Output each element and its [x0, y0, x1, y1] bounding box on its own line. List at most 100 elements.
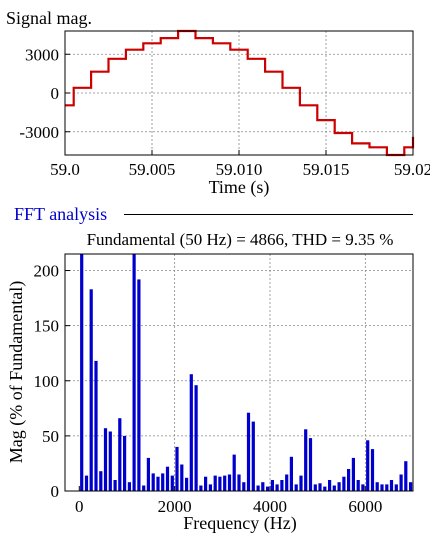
fft-bar-24 — [194, 385, 198, 491]
fft-bar-42 — [280, 480, 284, 491]
signal-ylabel: Signal mag. — [6, 8, 92, 28]
fft-bar-62 — [375, 482, 379, 491]
fft-bar-68 — [404, 461, 408, 491]
fft-plot-area — [65, 254, 413, 491]
fft-bar-39 — [266, 486, 270, 491]
fft-bar-6 — [108, 431, 112, 491]
fft-xtick-label-1: 2000 — [158, 497, 192, 516]
fft-bar-9 — [123, 435, 127, 491]
fft-xlabel: Frequency (Hz) — [183, 513, 296, 534]
signal-series-line — [65, 29, 415, 157]
fft-ytick-label-0: 0 — [51, 482, 60, 501]
signal-xtick-label-0: 59.0 — [50, 160, 80, 179]
fft-bar-5 — [103, 428, 108, 491]
fft-bar-54 — [337, 482, 341, 491]
fft-x-ticks: 0 2000 4000 6000 — [75, 486, 382, 516]
fft-bar-56 — [347, 469, 351, 491]
fft-bar-14 — [146, 457, 150, 491]
fft-bar-26 — [204, 476, 208, 491]
fft-bar-63 — [380, 484, 384, 491]
fft-bar-40 — [270, 480, 274, 491]
fft-bar-8 — [118, 418, 122, 491]
signal-y-ticks: 3000 0 -3000 — [19, 45, 70, 142]
fft-ylabel: Mag (% of Fundamental) — [6, 281, 27, 463]
signal-xtick-label-1: 59.005 — [129, 160, 176, 179]
fft-bar-12 — [137, 279, 141, 491]
fft-bar-44 — [289, 456, 293, 491]
fft-xtick-label-2: 4000 — [253, 497, 287, 516]
fft-bar-18 — [165, 466, 170, 491]
fft-bar-23 — [189, 374, 193, 491]
signal-ytick-label-0: 3000 — [25, 45, 59, 64]
fft-bar-15 — [151, 473, 155, 491]
fft-bar-19 — [170, 475, 174, 491]
fft-bar-3 — [94, 360, 98, 491]
fft-bar-65 — [389, 480, 394, 491]
fft-bar-57 — [351, 457, 355, 491]
fft-ytick-label-2: 100 — [34, 372, 60, 391]
fft-bar-67 — [399, 474, 403, 491]
fft-bar-43 — [285, 474, 289, 491]
fft-bar-17 — [161, 473, 165, 491]
fft-bar-22 — [185, 477, 189, 491]
fft-bar-61 — [370, 449, 375, 491]
fft-bar-41 — [275, 484, 279, 491]
fft-bar-21 — [180, 464, 184, 491]
signal-xtick-label-2: 59.010 — [216, 160, 263, 179]
fft-xtick-label-3: 6000 — [348, 497, 382, 516]
fft-gridlines — [65, 254, 413, 491]
signal-x-ticks: 59.0 59.005 59.010 59.015 59.02 — [50, 150, 430, 179]
fft-bar-29 — [218, 476, 222, 491]
fft-bar-31 — [227, 474, 232, 491]
fft-bar-2 — [89, 289, 93, 491]
fft-bar-34 — [242, 482, 246, 491]
fft-bar-55 — [342, 476, 346, 491]
fft-bar-20 — [175, 446, 179, 491]
fft-bar-47 — [304, 429, 308, 491]
fft-axes-frame — [64, 253, 414, 492]
fft-bar-35 — [246, 412, 251, 491]
fft-y-ticks: 0 50 100 150 200 — [34, 262, 70, 501]
fft-bar-7 — [113, 480, 117, 491]
fft-xtick-label-0: 0 — [75, 497, 84, 516]
fft-bar-49 — [313, 484, 317, 491]
fft-bar-59 — [361, 484, 365, 491]
fft-bar-52 — [328, 480, 332, 491]
fft-title: Fundamental (50 Hz) = 4866, THD = 9.35 % — [87, 230, 394, 249]
fft-bar-50 — [318, 483, 322, 491]
fft-bar-27 — [208, 484, 212, 491]
signal-xlabel: Time (s) — [209, 177, 270, 198]
fft-bar-11 — [132, 254, 136, 491]
fft-bar-36 — [251, 421, 255, 491]
signal-xtick-label-4: 59.02 — [394, 160, 430, 179]
fft-bar-51 — [323, 486, 327, 491]
fft-bar-16 — [156, 476, 160, 491]
signal-ytick-label-2: -3000 — [19, 123, 59, 142]
fft-ytick-label-3: 150 — [34, 317, 60, 336]
fft-bar-58 — [356, 480, 360, 491]
fft-bar-33 — [237, 474, 241, 491]
fft-bar-69 — [409, 482, 413, 491]
fft-bar-46 — [299, 475, 303, 491]
fft-bar-37 — [256, 485, 260, 491]
fft-bar-48 — [308, 438, 313, 491]
signal-ytick-label-1: 0 — [51, 84, 60, 103]
signal-axes-frame — [64, 30, 414, 156]
fft-bar-30 — [223, 475, 227, 491]
fft-ytick-label-4: 200 — [34, 262, 60, 281]
fft-bar-60 — [366, 440, 370, 491]
fft-bar-32 — [232, 454, 236, 491]
signal-xtick-label-3: 59.015 — [303, 160, 350, 179]
signal-gridlines — [65, 31, 413, 155]
fft-bar-64 — [385, 484, 389, 491]
fft-bar-10 — [127, 482, 131, 491]
fft-section-label: FFT analysis — [14, 204, 107, 224]
fft-bar-45 — [294, 484, 298, 491]
fft-bar-25 — [199, 485, 203, 491]
fft-bar-38 — [261, 482, 265, 491]
fft-bar-66 — [394, 484, 398, 491]
fft-bars — [80, 254, 413, 491]
fft-ytick-label-1: 50 — [42, 427, 59, 446]
fft-bar-4 — [99, 471, 103, 491]
